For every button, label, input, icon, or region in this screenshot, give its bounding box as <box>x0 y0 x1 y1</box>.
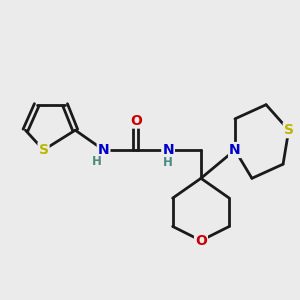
Text: S: S <box>284 123 294 137</box>
Text: O: O <box>195 234 207 248</box>
Text: S: S <box>38 143 49 157</box>
Text: N: N <box>229 143 241 157</box>
Text: N: N <box>162 143 174 157</box>
Text: H: H <box>163 156 173 169</box>
Text: N: N <box>98 143 109 157</box>
Text: O: O <box>130 114 142 128</box>
Text: H: H <box>92 155 102 168</box>
